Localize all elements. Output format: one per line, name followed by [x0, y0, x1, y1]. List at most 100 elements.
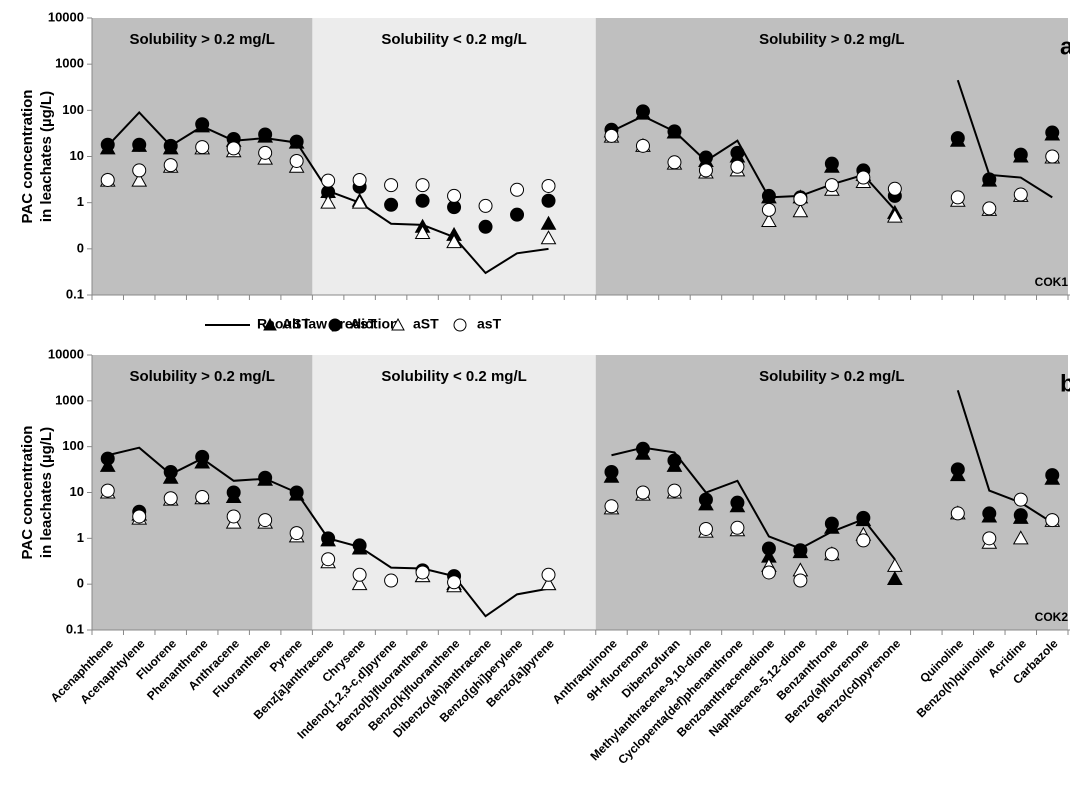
marker-circle [132, 163, 147, 178]
panel-label: a [1060, 33, 1070, 60]
marker-circle [950, 131, 965, 146]
marker-circle [761, 565, 776, 580]
marker-circle [824, 547, 839, 562]
marker-circle [698, 521, 713, 536]
marker-circle [856, 170, 871, 185]
legend-label: AST [282, 316, 310, 332]
marker-circle [289, 526, 304, 541]
marker-circle [100, 137, 115, 152]
marker-circle [824, 156, 839, 171]
marker-circle [258, 470, 273, 485]
marker-circle [761, 188, 776, 203]
region-label: Solubility > 0.2 mg/L [759, 368, 904, 385]
marker-circle [258, 513, 273, 528]
marker-circle [950, 462, 965, 477]
marker-circle [510, 207, 525, 222]
marker-circle [950, 190, 965, 205]
legend-label: AsT [350, 316, 377, 332]
panel-label: b [1060, 370, 1070, 397]
marker-circle [730, 520, 745, 535]
marker-circle [982, 531, 997, 546]
marker-circle [635, 138, 650, 153]
marker-circle [604, 465, 619, 480]
legend-label: asT [477, 316, 502, 332]
y-tick-label: 10 [70, 148, 84, 163]
y-tick-label: 100 [62, 102, 84, 117]
region-shade [92, 18, 313, 295]
marker-circle [667, 155, 682, 170]
marker-circle [1045, 468, 1060, 483]
marker-circle [635, 441, 650, 456]
marker-circle [1013, 508, 1028, 523]
marker-triangle [351, 576, 368, 591]
marker-circle [1013, 147, 1028, 162]
marker-circle [793, 543, 808, 558]
panel-note: COK2 [1035, 610, 1069, 624]
marker-circle [352, 567, 367, 582]
marker-circle [793, 192, 808, 207]
region-label: Solubility > 0.2 mg/L [129, 368, 274, 385]
marker-triangle [351, 194, 368, 209]
marker-circle [384, 178, 399, 193]
region-label: Solubility > 0.2 mg/L [129, 31, 274, 48]
y-tick-label: 10000 [48, 346, 84, 361]
marker-circle [667, 453, 682, 468]
legend-label: aST [413, 316, 439, 332]
marker-circle [321, 173, 336, 188]
marker-circle [698, 492, 713, 507]
region-shade [312, 18, 596, 295]
region-shade [595, 18, 1068, 295]
region-label: Solubility > 0.2 mg/L [759, 31, 904, 48]
legend-triangle [391, 317, 405, 331]
raoult-line [956, 79, 1053, 199]
legend-label: Raoult law prediction [257, 316, 399, 332]
y-axis-label: in leachates (µg/L) [38, 91, 55, 222]
marker-circle [163, 138, 178, 153]
y-tick-label: 1 [77, 194, 84, 209]
marker-circle [258, 145, 273, 160]
marker-circle [635, 104, 650, 119]
marker-circle [698, 163, 713, 178]
marker-circle [982, 201, 997, 216]
y-tick-label: 0 [77, 576, 84, 591]
marker-circle [226, 509, 241, 524]
marker-circle [447, 188, 462, 203]
legend-circle [328, 318, 342, 332]
marker-circle [289, 153, 304, 168]
marker-triangle [540, 230, 557, 245]
marker-circle [1045, 513, 1060, 528]
marker-circle [415, 178, 430, 193]
marker-triangle [1012, 530, 1029, 545]
region-shade [595, 355, 1068, 630]
marker-triangle [414, 225, 431, 240]
marker-circle [258, 127, 273, 142]
panel-note: COK1 [1035, 275, 1069, 289]
y-tick-label: 1000 [55, 56, 84, 71]
marker-circle [100, 483, 115, 498]
marker-circle [1045, 125, 1060, 140]
marker-circle [824, 516, 839, 531]
marker-triangle [761, 213, 777, 228]
y-axis-label: PAC concentration [19, 90, 36, 224]
marker-triangle [446, 234, 462, 249]
marker-circle [352, 538, 367, 553]
y-tick-label: 10000 [48, 9, 84, 24]
y-axis-label: PAC concentration [19, 426, 36, 560]
marker-circle [604, 128, 619, 143]
marker-circle [730, 145, 745, 160]
marker-triangle [886, 557, 903, 572]
marker-circle [226, 141, 241, 156]
legend-triangle [263, 317, 277, 331]
y-tick-label: 10 [70, 484, 84, 499]
marker-triangle [792, 203, 809, 218]
y-tick-label: 100 [62, 438, 84, 453]
y-tick-label: 1000 [55, 392, 84, 407]
raoult-line [611, 446, 896, 560]
marker-circle [887, 181, 902, 196]
y-tick-label: 1 [77, 530, 84, 545]
region-label: Solubility < 0.2 mg/L [381, 31, 526, 48]
region-label: Solubility < 0.2 mg/L [381, 368, 526, 385]
marker-circle [447, 575, 462, 590]
marker-circle [541, 193, 556, 208]
